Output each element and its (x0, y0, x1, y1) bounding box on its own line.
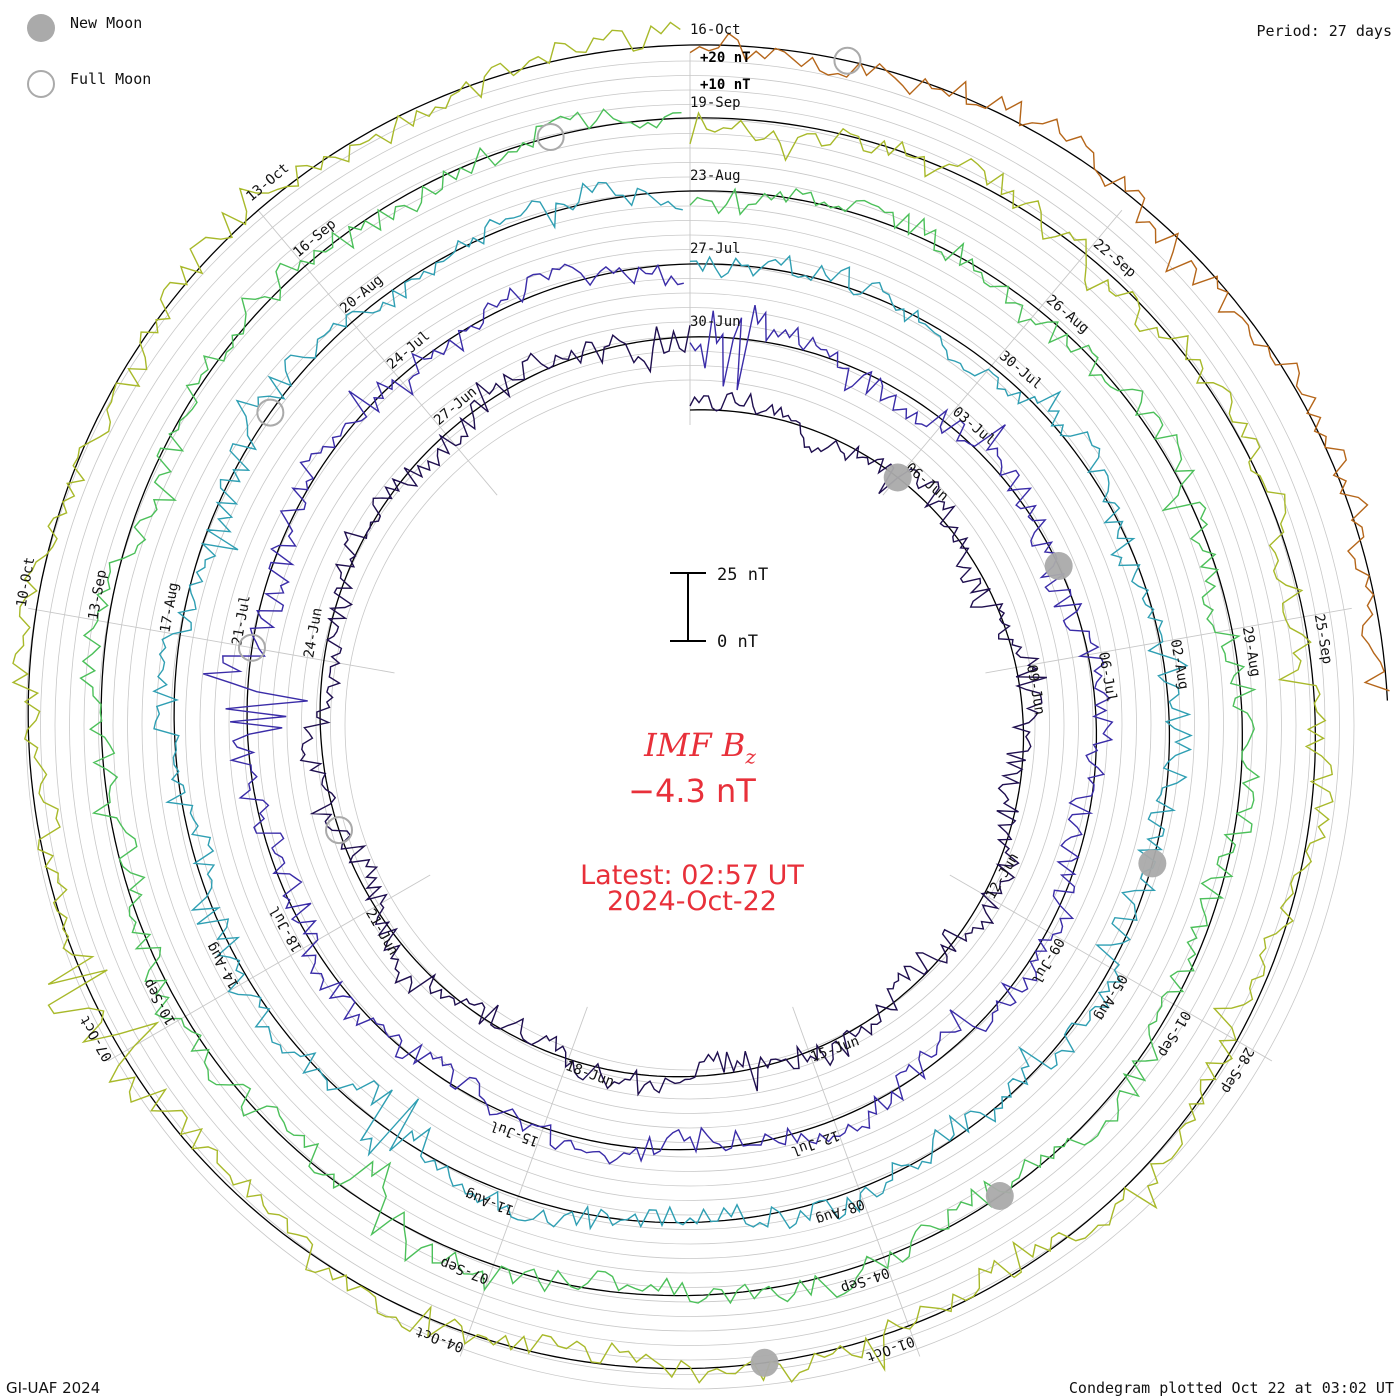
scale-bar-top-label: 25 nT (717, 565, 768, 585)
date-label: 04-Sep (839, 1264, 892, 1296)
grid-layer (25, 44, 1389, 1390)
date-label: 04-Oct (413, 1323, 466, 1355)
new-moon-marker (1138, 849, 1167, 878)
latest-date: 2024-Oct-22 (607, 886, 777, 917)
date-label: 05-Aug (1091, 971, 1130, 1023)
new-moon-marker (1044, 551, 1073, 580)
grid-spoke (107, 874, 431, 1062)
grid-spoke (257, 209, 498, 496)
ref-level-10: +10 nT (700, 77, 751, 93)
date-label: 24-Jul (384, 328, 433, 373)
plotted-timestamp: Condegram plotted Oct 22 at 03:02 UT (1068, 1379, 1394, 1397)
trace-layer (11, 21, 1390, 1384)
date-label: 25-Sep (1311, 613, 1336, 666)
zero-level-spiral (27, 44, 1389, 1370)
credit-label: GI-UAF 2024 (6, 1379, 101, 1397)
date-label: 02-Aug (1167, 638, 1192, 691)
grid-spoke (949, 874, 1273, 1062)
latest-time: Latest: 02:57 UT (580, 860, 804, 891)
period-label: Period: 27 days (1256, 22, 1392, 40)
date-label: 23-Aug (690, 168, 741, 184)
new-moon-legend-icon (27, 14, 55, 42)
date-label: 30-Jul (996, 348, 1045, 393)
date-label: 24-Jun (301, 607, 326, 660)
bz-trace-cycle-5 (11, 21, 1334, 1384)
full-moon-legend-icon (27, 70, 55, 98)
chart-title-subscript: z (745, 744, 756, 769)
bz-trace-cycle-2 (202, 263, 1114, 1165)
chart-title-main: IMF B (644, 726, 746, 764)
date-label: 13-Sep (86, 569, 111, 622)
grid-ring (286, 321, 1094, 1129)
bz-trace-cycle-1 (299, 325, 1047, 1097)
bz-trace-cycle-6 (689, 32, 1390, 692)
grid-spoke (28, 607, 395, 674)
current-value: −4.3 nT (628, 772, 756, 810)
date-label: 10-Sep (140, 976, 179, 1028)
chart-title: IMF Bz (0, 726, 1400, 768)
bz-trace-cycle-4 (79, 108, 1261, 1305)
date-label: 12-Jul (789, 1127, 842, 1159)
date-label: 07-Sep (438, 1254, 491, 1286)
date-label: 10-Oct (14, 556, 39, 609)
date-label: 06-Jul (1095, 651, 1120, 704)
date-label: 11-Aug (463, 1186, 516, 1218)
scale-bar-bottom-label: 0 nT (717, 632, 758, 652)
full-moon-marker (325, 816, 354, 845)
reference-level-labels: +20 nT +10 nT (700, 50, 751, 93)
date-label: 27-Jul (690, 241, 741, 257)
new-moon-marker (985, 1181, 1014, 1210)
new-moon-marker (750, 1348, 779, 1377)
full-moon-legend-label: Full Moon (70, 70, 152, 88)
full-moon-marker (237, 633, 266, 662)
scale-bar: 25 nT 0 nT (670, 565, 768, 652)
date-label: 26-Aug (1043, 292, 1092, 337)
label-layer: 06-Jun09-Jun12-Jun15-Jun18-Jun21-Jun24-J… (14, 22, 1336, 1365)
date-label: 07-Oct (77, 1012, 116, 1064)
grid-ring (330, 365, 1050, 1085)
grid-spoke (985, 607, 1352, 674)
date-label: 19-Sep (690, 95, 741, 111)
date-label: 16-Oct (690, 22, 741, 38)
date-label: 17-Aug (157, 581, 182, 634)
new-moon-legend-label: New Moon (70, 14, 143, 32)
new-moon-marker (883, 463, 912, 492)
moon-layer (237, 46, 1167, 1377)
date-label: 13-Oct (243, 160, 292, 205)
date-label: 15-Jul (488, 1117, 541, 1149)
bz-trace-cycle-3 (152, 181, 1193, 1231)
date-label: 30-Jun (690, 314, 741, 330)
ref-level-20: +20 nT (700, 50, 751, 66)
full-moon-marker (536, 122, 565, 151)
grid-ring (301, 336, 1079, 1114)
full-moon-marker (833, 46, 862, 75)
grid-spoke (792, 1006, 921, 1357)
full-moon-marker (256, 398, 285, 427)
date-label: 22-Sep (1090, 236, 1139, 281)
date-label: 01-Oct (864, 1332, 917, 1364)
date-label: 27-Jun (431, 384, 480, 429)
grid-spoke (882, 209, 1123, 496)
